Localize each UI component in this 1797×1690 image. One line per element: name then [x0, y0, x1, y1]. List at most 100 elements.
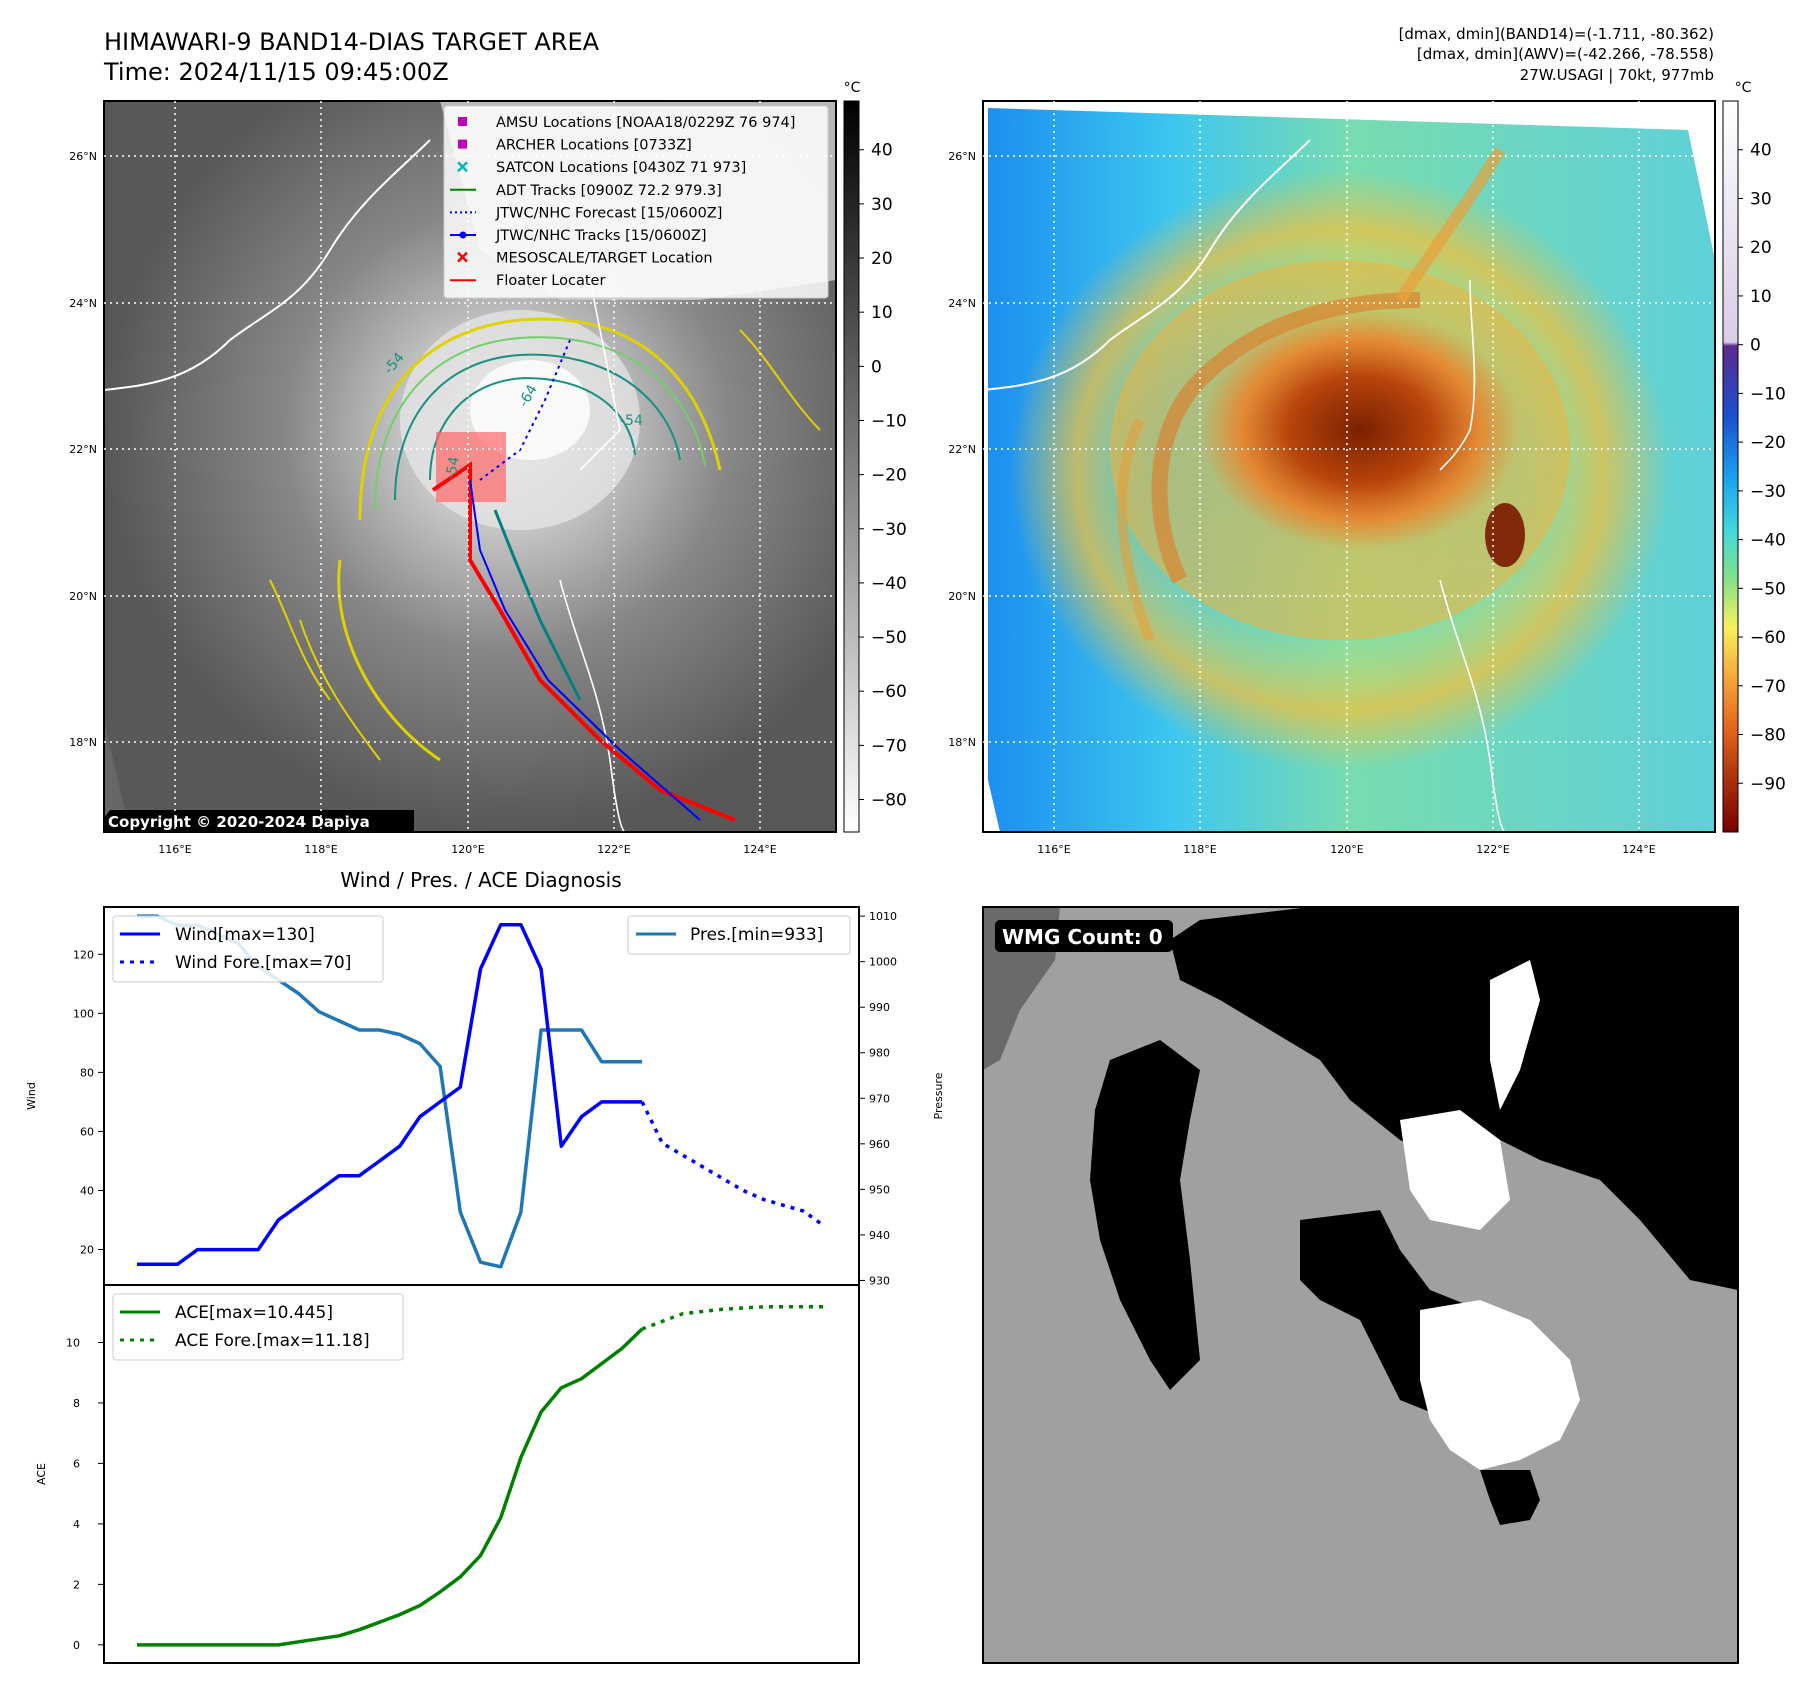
- wind-ylabel: Wind: [25, 1082, 38, 1110]
- legend-label: MESOSCALE/TARGET Location: [496, 251, 713, 267]
- lon-tick: 116°E: [1037, 843, 1070, 856]
- legend-label: ARCHER Locations [0733Z]: [496, 138, 692, 154]
- map-legend: AMSU Locations [NOAA18/0229Z 76 974] ARCH…: [443, 105, 829, 299]
- legend-ace: ACE[max=10.445]: [175, 1303, 333, 1323]
- legend-item: ARCHER Locations [0733Z]: [458, 138, 692, 154]
- left-lat-ticks: 26°N 24°N 22°N 20°N 18°N: [69, 150, 97, 749]
- lat-tick: 26°N: [69, 150, 97, 163]
- contour-label-2: -54: [620, 413, 643, 429]
- legend-item: JTWC/NHC Forecast [15/0600Z]: [450, 205, 722, 221]
- lat-tick: 24°N: [69, 297, 97, 310]
- colorbar-tick-label: 30: [871, 195, 893, 215]
- wind-tick-label: 100: [73, 1007, 94, 1020]
- legend-wind-fore: Wind Fore.[max=70]: [175, 953, 351, 973]
- wind-forecast-line: [640, 1101, 826, 1228]
- right-map-gridlines: [983, 101, 1715, 832]
- diagnosis-title: Wind / Pres. / ACE Diagnosis: [340, 868, 621, 892]
- lat-tick: 22°N: [948, 443, 976, 456]
- lat-tick: 20°N: [948, 590, 976, 603]
- wind-tick-label: 120: [73, 948, 94, 961]
- colorbar-tick-label: 10: [871, 303, 893, 323]
- colorbar-tick-label: 20: [1750, 238, 1772, 258]
- lon-tick: 120°E: [451, 843, 484, 856]
- pressure-legend: Pres.[min=933]: [627, 915, 851, 955]
- wind-tick-label: 20: [80, 1244, 94, 1257]
- figure-timestamp: Time: 2024/11/15 09:45:00Z: [103, 58, 449, 86]
- colorbar-tick-label: −60: [1750, 628, 1786, 648]
- lon-tick: 118°E: [304, 843, 337, 856]
- colorbar-tick-label: 20: [871, 249, 893, 269]
- figure-title: HIMAWARI-9 BAND14-DIAS TARGET AREA: [104, 28, 600, 56]
- pressure-tick-label: 980: [869, 1047, 890, 1060]
- colorbar-tick-label: −40: [871, 574, 907, 594]
- colorbar-tick-label: 0: [1750, 336, 1761, 356]
- lat-tick: 18°N: [948, 736, 976, 749]
- ace-tick-label: 2: [73, 1578, 80, 1591]
- lon-tick: 120°E: [1330, 843, 1363, 856]
- colorbar-tick-label: −50: [1750, 579, 1786, 599]
- colorbar-tick-label: −10: [871, 411, 907, 431]
- stats-storm: 27W.USAGI | 70kt, 977mb: [1520, 66, 1714, 84]
- ace-ylabel: ACE: [35, 1463, 48, 1485]
- enhanced-map-panel: 26°N 24°N 22°N 20°N 18°N 116°E 118°E 120…: [948, 100, 1716, 856]
- colorbar-tick-label: −50: [871, 628, 907, 648]
- colorbar-tick-label: −80: [1750, 726, 1786, 746]
- wind-tick-label: 40: [80, 1185, 94, 1198]
- legend-square-marker: [458, 139, 467, 149]
- right-lat-ticks: 26°N 24°N 22°N 20°N 18°N: [948, 150, 976, 749]
- lat-tick: 24°N: [948, 297, 976, 310]
- ace-tick-label: 8: [73, 1397, 80, 1410]
- left-lon-ticks: 116°E 118°E 120°E 122°E 124°E: [158, 843, 776, 856]
- legend-item: SATCON Locations [0430Z 71 973]: [457, 160, 746, 176]
- wmg-panel: WMG Count: 0: [982, 906, 1739, 1664]
- lon-tick: 116°E: [158, 843, 191, 856]
- lon-tick: 122°E: [597, 843, 630, 856]
- legend-x-marker: [457, 161, 468, 173]
- colorbar-tick-label: −40: [1750, 531, 1786, 551]
- lon-tick: 124°E: [1622, 843, 1655, 856]
- pressure-tick-label: 970: [869, 1092, 890, 1105]
- copyright: Copyright © 2020-2024 Dapiya: [108, 813, 370, 831]
- pressure-tick-label: 950: [869, 1183, 890, 1196]
- legend-label: Floater Locater: [496, 273, 605, 289]
- legend-item: Floater Locater: [450, 273, 605, 289]
- color-colorbar: °C 40 30 20 10 0 −10 −20 −30 −40 −50 −60 −70 −80 −90: [1722, 80, 1786, 833]
- pressure-tick-label: 960: [869, 1138, 890, 1151]
- colorbar-tick-label: −20: [1750, 433, 1786, 453]
- lat-tick: 22°N: [69, 443, 97, 456]
- legend-pressure: Pres.[min=933]: [690, 925, 823, 945]
- legend-label: JTWC/NHC Forecast [15/0600Z]: [495, 205, 722, 221]
- jtwc-forecast: [479, 339, 571, 481]
- colorbar-tick-label: −70: [871, 736, 907, 756]
- lat-tick: 20°N: [69, 590, 97, 603]
- colorbar-tick-label: −30: [871, 520, 907, 540]
- jtwc-track: [469, 479, 701, 821]
- wmg-count: WMG Count: 0: [1002, 925, 1163, 949]
- lon-tick: 122°E: [1476, 843, 1509, 856]
- colorbar-tick-label: 40: [1750, 141, 1772, 161]
- pressure-tick-label: 930: [869, 1274, 890, 1287]
- legend-label: JTWC/NHC Tracks [15/0600Z]: [495, 228, 707, 244]
- colorbar-unit: °C: [844, 80, 861, 96]
- ace-tick-label: 0: [73, 1639, 80, 1652]
- ace-legend: ACE[max=10.445] ACE Fore.[max=11.18]: [112, 1293, 404, 1361]
- legend-square-marker: [458, 117, 467, 126]
- legend-label: ADT Tracks [0900Z 72.2 979.3]: [496, 183, 722, 199]
- pressure-tick-label: 990: [869, 1001, 890, 1014]
- colorbar-tick-label: −70: [1750, 677, 1786, 697]
- pressure-tick-label: 1010: [869, 910, 897, 923]
- colorbar-tick-label: 0: [871, 357, 882, 377]
- ace-tick-label: 6: [73, 1457, 80, 1470]
- ace-tick-label: 10: [66, 1336, 80, 1349]
- colorbar-tick-label: −90: [1750, 774, 1786, 794]
- wind-legend: Wind[max=130] Wind Fore.[max=70]: [112, 915, 384, 983]
- stats-awv: [dmax, dmin](AWV)=(-42.266, -78.558): [1417, 45, 1714, 63]
- colorbar-tick-label: −80: [871, 791, 907, 811]
- legend-ace-fore: ACE Fore.[max=11.18]: [175, 1331, 370, 1351]
- ace-tick-label: 4: [73, 1518, 80, 1531]
- wmg-badge: [995, 920, 1173, 952]
- enhanced-imagery: [983, 101, 1715, 832]
- colorbar-tick-label: 40: [871, 141, 893, 161]
- lat-tick: 18°N: [69, 736, 97, 749]
